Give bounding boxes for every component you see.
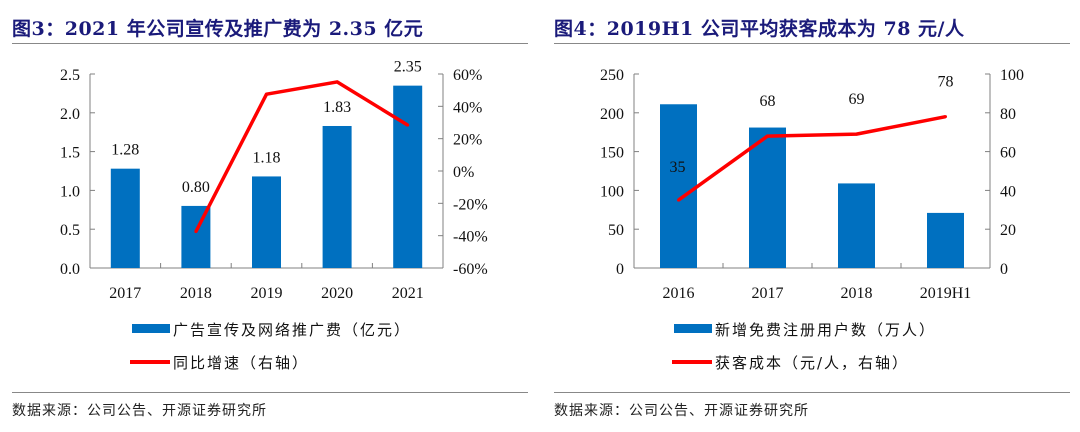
x-axis-tick-label: 2019H1 — [920, 285, 972, 298]
x-axis-tick-label: 2017 — [752, 285, 784, 298]
line-point-2016 — [677, 198, 680, 202]
left-axis-tick-label: 200 — [600, 106, 624, 123]
left-axis-tick-label: 50 — [608, 222, 624, 239]
legend-label-line: 获客成本（元/人，右轴） — [715, 354, 910, 372]
right-axis-tick-label: -20% — [453, 196, 488, 213]
left-axis-tick-label: 100 — [600, 183, 624, 200]
left-axis-tick-label: 0.5 — [60, 222, 80, 239]
x-axis-tick-label: 2019 — [251, 285, 283, 298]
line-point-2019 — [265, 92, 268, 96]
line-data-label: 35 — [670, 159, 686, 176]
right-axis-tick-label: 0% — [453, 164, 474, 181]
right-axis-tick-label: 40 — [1000, 183, 1016, 200]
figure-3-panel: 图3：2021 年公司宣传及推广费为 2.35 亿元 0.0 0.5 1.0 1.5 2… — [10, 0, 540, 432]
bar-2017 — [110, 168, 140, 268]
figure-3-source: 数据来源：公司公告、开源证券研究所 — [12, 403, 267, 419]
line-point-2018 — [194, 230, 198, 234]
source-divider — [12, 392, 528, 393]
left-axis-tick-label: 2.5 — [60, 67, 80, 84]
bar-data-label: 1.28 — [111, 142, 139, 159]
legend-swatch-bar — [132, 324, 170, 333]
bar-data-label: 1.18 — [253, 149, 281, 166]
line-series — [194, 80, 409, 233]
right-axis-tick-label: 40% — [453, 99, 482, 116]
legend-item-bar: 新增免费注册用户数（万人） — [674, 319, 936, 340]
right-axis-tick-label: -40% — [453, 229, 488, 246]
left-axis-tick-label: 1.0 — [60, 183, 80, 200]
title-divider — [12, 43, 528, 44]
bar-2019H1 — [927, 212, 964, 268]
left-axis-tick-label: 150 — [600, 145, 624, 162]
line-data-label: 69 — [849, 91, 865, 108]
line-point-2017 — [766, 134, 769, 138]
line-data-label: 78 — [938, 74, 954, 91]
right-axis-tick-label: 20 — [1000, 222, 1016, 239]
x-axis-tick-label: 2017 — [109, 285, 141, 298]
figure-3-chart: 0.0 0.5 1.0 1.5 2.0 2.5 -60% -40% -20% 0% 20% 40% 60… — [60, 59, 488, 298]
bar-data-label: 2.35 — [394, 59, 422, 76]
left-axis-tick-label: 2.0 — [60, 106, 80, 123]
right-axis-tick-label: 60 — [1000, 145, 1016, 162]
figure-4-title: 图4：2019H1 公司平均获客成本为 78 元/人 — [554, 18, 965, 40]
legend-label-bar: 新增免费注册用户数（万人） — [715, 321, 937, 339]
line-point-2021 — [406, 123, 410, 127]
figure-4-source: 数据来源：公司公告、开源证券研究所 — [554, 403, 809, 419]
right-axis-tick-label: 60% — [453, 67, 482, 84]
right-axis-tick-label: 20% — [453, 132, 482, 149]
line-data-label: 68 — [760, 93, 776, 110]
line-point-2019H1 — [944, 115, 947, 119]
line-point-2020 — [335, 80, 339, 84]
legend-label-line: 同比增速（右轴） — [173, 354, 310, 372]
bar-data-label: 0.80 — [182, 179, 210, 196]
legend-item-line: 同比增速（右轴） — [130, 352, 309, 373]
right-axis-tick-label: 0 — [1000, 261, 1008, 278]
figure-4-chart: 0 50 100 150 200 250 0 20 40 60 80 100 2016 2017 2018 2… — [600, 67, 1024, 298]
legend-swatch-line — [672, 359, 712, 364]
legend-item-line: 获客成本（元/人，右轴） — [672, 352, 909, 373]
left-axis-tick-label: 1.5 — [60, 145, 80, 162]
x-axis-tick-label: 2018 — [180, 285, 212, 298]
line-series — [677, 114, 946, 202]
bar-data-label: 1.83 — [323, 99, 351, 116]
left-axis-tick-label: 0 — [616, 261, 624, 278]
bar-2017 — [749, 127, 786, 268]
legend-swatch-line — [130, 359, 170, 364]
legend-label-bar: 广告宣传及网络推广费（亿元） — [173, 321, 412, 339]
x-axis-tick-label: 2021 — [392, 285, 424, 298]
left-axis-tick-label: 0.0 — [60, 261, 80, 278]
left-axis-tick-label: 250 — [600, 67, 624, 84]
bar-2019 — [252, 176, 281, 268]
figure-3-title: 图3：2021 年公司宣传及推广费为 2.35 亿元 — [12, 18, 424, 40]
right-axis-tick-label: 80 — [1000, 106, 1016, 123]
title-divider — [554, 43, 1070, 44]
bar-2020 — [322, 125, 352, 268]
right-axis-tick-label: -60% — [453, 261, 488, 278]
line-point-2018 — [855, 132, 858, 136]
legend-swatch-bar — [674, 324, 712, 333]
x-axis-tick-label: 2018 — [841, 285, 873, 298]
x-axis-tick-label: 2020 — [321, 285, 353, 298]
figure-4-panel: 图4：2019H1 公司平均获客成本为 78 元/人 0 50 100 150 200 2… — [552, 0, 1080, 432]
source-divider — [554, 392, 1070, 393]
bar-2018 — [838, 183, 875, 268]
bar-2016 — [660, 104, 697, 268]
right-axis-tick-label: 100 — [1000, 67, 1024, 84]
x-axis-tick-label: 2016 — [663, 285, 695, 298]
bar-2021 — [393, 85, 423, 268]
legend-item-bar: 广告宣传及网络推广费（亿元） — [132, 319, 411, 340]
